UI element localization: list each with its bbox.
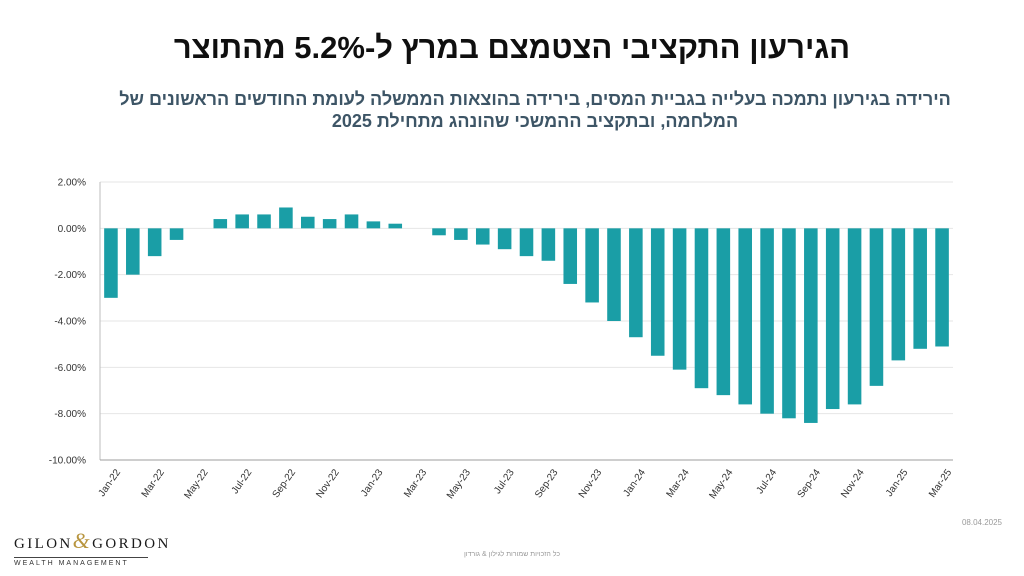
bar — [104, 228, 118, 298]
bar — [629, 228, 643, 338]
bar — [913, 228, 927, 349]
company-logo: GILON&GORDON WEALTH MANAGEMENT — [14, 528, 171, 567]
x-tick-label: Mar-23 — [402, 467, 429, 500]
y-tick-label: -2.00% — [54, 270, 86, 281]
x-tick-label: Mar-22 — [140, 467, 167, 500]
logo-divider — [14, 557, 148, 558]
bar — [760, 228, 774, 414]
x-tick-label: Jan-24 — [622, 467, 649, 499]
report-date: 08.04.2025 — [961, 518, 1002, 527]
bar — [869, 228, 884, 386]
bar — [169, 228, 184, 240]
bar — [322, 219, 337, 229]
bar — [541, 228, 556, 261]
bar — [497, 228, 512, 250]
bar — [935, 228, 949, 347]
chart-subtitle: הירידה בגירעון נתמכה בעלייה בגביית המסים… — [119, 89, 951, 131]
bar — [388, 223, 403, 229]
bar — [716, 228, 731, 396]
x-tick-label: Jul-24 — [755, 467, 780, 496]
bar — [891, 228, 906, 361]
x-tick-label: Sep-23 — [533, 467, 561, 500]
bar — [147, 228, 162, 257]
bar — [301, 216, 315, 229]
copyright-notice: כל הזכויות שמורות לגילון & גורדון — [463, 551, 561, 558]
x-tick-label: Nov-22 — [314, 467, 342, 500]
bar — [563, 228, 578, 284]
bar — [344, 214, 359, 229]
bar — [607, 228, 621, 321]
y-tick-label: -4.00% — [54, 317, 86, 328]
bar — [279, 207, 293, 229]
x-tick-label: Jan-22 — [97, 467, 124, 499]
bar — [519, 228, 534, 257]
x-tick-label: Nov-24 — [839, 467, 867, 500]
bar — [366, 221, 381, 229]
bar — [432, 228, 446, 236]
y-tick-label: -6.00% — [54, 363, 86, 374]
bar — [650, 228, 665, 356]
y-tick-label: 2.00% — [58, 178, 86, 189]
x-tick-label: May-22 — [182, 467, 210, 501]
bar — [126, 228, 140, 275]
x-tick-label: Jan-23 — [359, 467, 386, 499]
bar — [213, 219, 228, 229]
x-tick-label: Sep-24 — [796, 467, 824, 500]
x-tick-label: May-23 — [445, 467, 473, 501]
bar — [847, 228, 862, 405]
bar — [235, 214, 249, 229]
x-tick-label: Mar-25 — [927, 467, 954, 500]
bar — [825, 228, 840, 410]
x-tick-label: Sep-22 — [271, 467, 299, 500]
bar — [585, 228, 599, 303]
bar — [257, 214, 271, 229]
x-tick-label: Jul-22 — [230, 467, 255, 496]
logo-wordmark: GILON&GORDON — [14, 528, 171, 553]
x-tick-label: May-24 — [707, 467, 735, 501]
chart-title: הגירעון התקציבי הצטמצם במרץ ל-5.2% מהתוצ… — [173, 30, 851, 65]
y-tick-label: -8.00% — [54, 409, 86, 420]
x-tick-label: Nov-23 — [577, 467, 605, 500]
bar — [475, 228, 490, 245]
bar — [804, 228, 818, 423]
bar — [694, 228, 709, 389]
bar — [738, 228, 752, 405]
x-tick-label: Jan-25 — [884, 467, 911, 499]
bar — [672, 228, 687, 370]
logo-subtitle: WEALTH MANAGEMENT — [14, 560, 129, 567]
bar — [454, 228, 468, 240]
y-tick-label: 0.00% — [58, 224, 86, 235]
x-tick-label: Mar-24 — [665, 467, 692, 500]
x-tick-label: Jul-23 — [492, 467, 517, 496]
bar — [782, 228, 796, 419]
y-tick-label: -10.00% — [49, 456, 86, 467]
